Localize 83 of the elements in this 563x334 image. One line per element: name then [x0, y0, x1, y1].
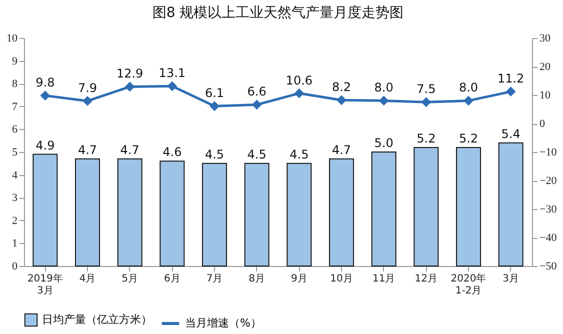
point: [379, 96, 388, 106]
data-label: 9.8: [36, 76, 55, 90]
data-label: 11.2: [497, 72, 524, 86]
bar: [202, 162, 227, 266]
y-tick-label: 6: [12, 124, 18, 136]
bar: [117, 158, 142, 266]
y2-tick-label: 30: [540, 32, 551, 44]
data-label: 6.1: [204, 86, 224, 100]
x-tick-label: 2019年 3月: [27, 272, 63, 296]
y-tick-label: 5: [12, 146, 18, 158]
data-label: 8.0: [374, 80, 394, 95]
legend-label: 当月增速（%）: [185, 316, 262, 330]
data-label: 8.2: [332, 80, 352, 94]
point: [210, 102, 220, 111]
x-tick-label: 9月: [290, 274, 308, 284]
chart-title: 图8 规模以上工业天然气产量月度走势图: [152, 5, 404, 21]
y2-tick-label: 10: [540, 90, 551, 102]
data-label: 5.2: [458, 131, 478, 146]
data-label: 6.6: [247, 84, 266, 99]
x-tick-label: 11月: [372, 274, 396, 284]
data-label: 5.4: [501, 126, 520, 141]
point: [125, 82, 134, 92]
data-label: 13.1: [158, 66, 186, 80]
y-tick-label: 9: [12, 55, 18, 68]
data-label: 4.5: [247, 147, 266, 162]
x-tick-label: 5月: [122, 274, 138, 284]
data-label: 4.5: [290, 147, 309, 162]
bar: [371, 152, 396, 266]
data-label: 12.9: [116, 66, 144, 81]
legend-label: 日均产量（亿立方米）: [42, 313, 152, 326]
x-tick-label: 8月: [248, 274, 266, 284]
data-label: 7.5: [416, 82, 436, 96]
x-tick-label: 10月: [330, 274, 353, 284]
data-label: 4.9: [36, 138, 55, 152]
x-tick-label: 4月: [79, 274, 96, 284]
data-label: 4.5: [204, 147, 224, 162]
x-tick-label: 3月: [502, 274, 520, 284]
bar: [286, 162, 312, 266]
y-tick-label: 8: [12, 78, 18, 90]
y-tick-label: 4: [12, 169, 18, 182]
bar: [414, 146, 439, 266]
point: [464, 96, 474, 106]
y2-tick-label: 0: [540, 118, 546, 130]
bar: [244, 162, 270, 266]
y-tick-label: 3: [12, 192, 18, 204]
y2-tick-label: 20: [540, 61, 551, 73]
data-label: 4.7: [120, 142, 140, 157]
y-tick-label: 0: [12, 260, 18, 272]
bar: [75, 158, 100, 266]
x-tick-label: 2020年 1-2月: [450, 272, 486, 296]
y2-tick-label: −30: [540, 204, 558, 216]
data-label: 4.6: [162, 145, 182, 160]
point: [252, 100, 262, 110]
data-label: 5.2: [416, 131, 436, 146]
point: [336, 96, 346, 105]
y2-tick-label: −50: [540, 260, 558, 272]
point: [422, 98, 431, 107]
data-label: 8.0: [458, 80, 478, 95]
y-tick-label: 2: [12, 214, 18, 227]
data-label: 5.0: [374, 136, 394, 150]
point: [506, 87, 516, 96]
y2-tick-label: −20: [540, 175, 558, 187]
point: [168, 82, 177, 91]
data-label: 10.6: [286, 73, 313, 88]
point: [294, 88, 304, 98]
bar: [329, 158, 354, 266]
x-tick-label: 12月: [414, 274, 438, 284]
y2-tick-label: −40: [540, 232, 558, 244]
y2-tick-label: −10: [540, 146, 558, 158]
bar: [160, 160, 185, 266]
x-tick-label: 6月: [164, 274, 180, 284]
bar: [456, 146, 481, 266]
y-tick-label: 7: [12, 100, 18, 113]
data-label: 4.7: [78, 142, 98, 157]
y-tick-label: 1: [12, 238, 18, 250]
y-tick-label: 10: [6, 32, 18, 44]
point: [82, 96, 92, 106]
bar: [32, 154, 58, 266]
data-label: 4.7: [332, 142, 352, 157]
x-tick-label: 7月: [206, 274, 223, 284]
bar: [498, 142, 524, 266]
point: [40, 91, 50, 100]
data-label: 7.9: [78, 80, 98, 95]
